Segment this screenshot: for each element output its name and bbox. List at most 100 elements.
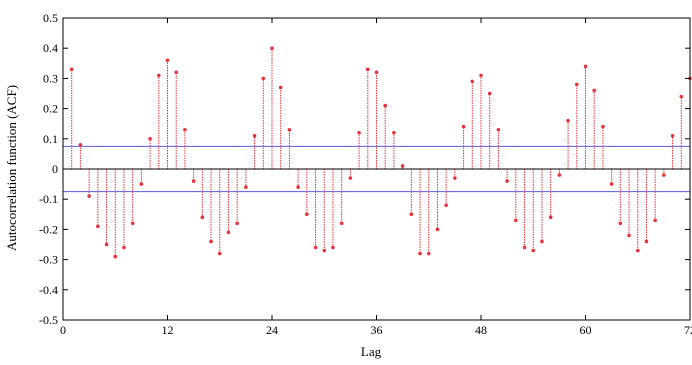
- stem-marker: [226, 230, 231, 235]
- stem-marker: [374, 70, 379, 75]
- stem-point: [426, 169, 431, 256]
- stem-marker: [139, 182, 144, 186]
- stem-marker: [252, 133, 257, 138]
- stem-marker: [505, 179, 509, 183]
- stem-point: [305, 169, 309, 217]
- stem-point: [601, 124, 605, 169]
- stem-point: [548, 169, 553, 220]
- stem-point: [339, 169, 344, 226]
- y-axis-label: Autocorrelation function (ACF): [4, 85, 19, 251]
- stem-marker: [165, 58, 170, 63]
- y-tick-label: -0.1: [39, 192, 58, 206]
- stem-point: [662, 169, 666, 177]
- y-tick-label: -0.5: [39, 313, 58, 327]
- stem-marker: [331, 245, 335, 250]
- stem-marker: [400, 164, 405, 168]
- stem-point: [574, 82, 579, 169]
- stem-point: [296, 169, 300, 189]
- stem-marker: [444, 203, 448, 208]
- stem-point: [322, 169, 327, 253]
- stem-point: [217, 169, 222, 256]
- stem-marker: [209, 239, 213, 244]
- stem-point: [514, 169, 518, 223]
- stem-marker: [470, 79, 475, 84]
- x-tick-label: 36: [371, 323, 383, 337]
- y-tick-label: 0.4: [43, 41, 58, 55]
- stem-marker: [670, 133, 675, 138]
- stem-point: [374, 70, 379, 169]
- stem-marker: [235, 221, 239, 226]
- stem-marker: [191, 179, 196, 183]
- tick-labels: -0.5 -0.4 -0.3 -0.2 -0.1 0 0.1 0.2 0.3 0.4 0.5 0 12 2…: [39, 11, 692, 337]
- stem-marker: [296, 185, 300, 189]
- stem-point: [453, 169, 457, 180]
- y-tick-label: 0.2: [43, 102, 58, 116]
- stem-point: [244, 169, 248, 189]
- stem-marker: [479, 73, 483, 78]
- stem-point: [409, 169, 414, 217]
- stem-marker: [453, 176, 457, 180]
- stem-marker: [122, 245, 126, 250]
- axes: [62, 17, 691, 321]
- x-tick-label: 0: [60, 323, 66, 337]
- stem-point: [418, 169, 422, 256]
- stem-point: [383, 103, 388, 169]
- stem-point: [365, 67, 370, 169]
- stem-point: [392, 130, 396, 169]
- stem-point: [653, 169, 657, 223]
- stem-point: [148, 137, 152, 169]
- y-tick-label: 0.3: [43, 71, 58, 85]
- stem-point: [618, 169, 623, 226]
- y-tick-label: -0.3: [39, 253, 58, 267]
- stem-marker: [339, 221, 344, 226]
- stem-marker: [548, 215, 553, 220]
- stem-marker: [601, 124, 605, 129]
- stem-marker: [522, 245, 527, 250]
- stem-point: [96, 169, 100, 229]
- stem-marker: [618, 221, 623, 226]
- stem-marker: [357, 130, 361, 135]
- stem-point: [156, 73, 161, 169]
- stem-point: [104, 169, 109, 247]
- stem-marker: [679, 94, 684, 99]
- stem-marker: [148, 137, 152, 141]
- stem-marker: [583, 64, 588, 69]
- stem-marker: [644, 239, 649, 244]
- stem-point: [78, 143, 83, 169]
- stem-point: [235, 169, 239, 226]
- stem-point: [130, 169, 135, 226]
- stem-point: [209, 169, 213, 244]
- stem-point: [122, 169, 126, 250]
- stem-point: [479, 73, 483, 169]
- stem-point: [400, 164, 405, 169]
- stem-marker: [435, 227, 440, 232]
- stem-point: [644, 169, 649, 244]
- stem-marker: [87, 194, 91, 198]
- stem-marker: [557, 173, 562, 177]
- stem-marker: [426, 251, 431, 256]
- stem-marker: [278, 85, 283, 90]
- stem-point: [679, 94, 684, 169]
- stem-marker: [200, 215, 205, 220]
- stem-point: [557, 169, 562, 177]
- stem-marker: [566, 118, 570, 123]
- stem-point: [609, 169, 614, 186]
- stem-point: [191, 169, 196, 183]
- y-tick-label: -0.2: [39, 222, 58, 236]
- stem-point: [670, 133, 675, 169]
- stem-marker: [609, 182, 614, 186]
- stem-marker: [540, 239, 544, 244]
- stem-point: [87, 169, 91, 198]
- stem-marker: [244, 185, 248, 189]
- stem-point: [165, 58, 170, 169]
- stem-marker: [113, 254, 118, 259]
- stem-point: [287, 127, 292, 169]
- stem-marker: [183, 127, 187, 132]
- stem-point: [252, 133, 257, 169]
- stem-point: [627, 169, 631, 238]
- stem-marker: [261, 76, 266, 81]
- stem-marker: [156, 73, 161, 78]
- stem-marker: [174, 70, 179, 75]
- stem-point: [531, 169, 536, 253]
